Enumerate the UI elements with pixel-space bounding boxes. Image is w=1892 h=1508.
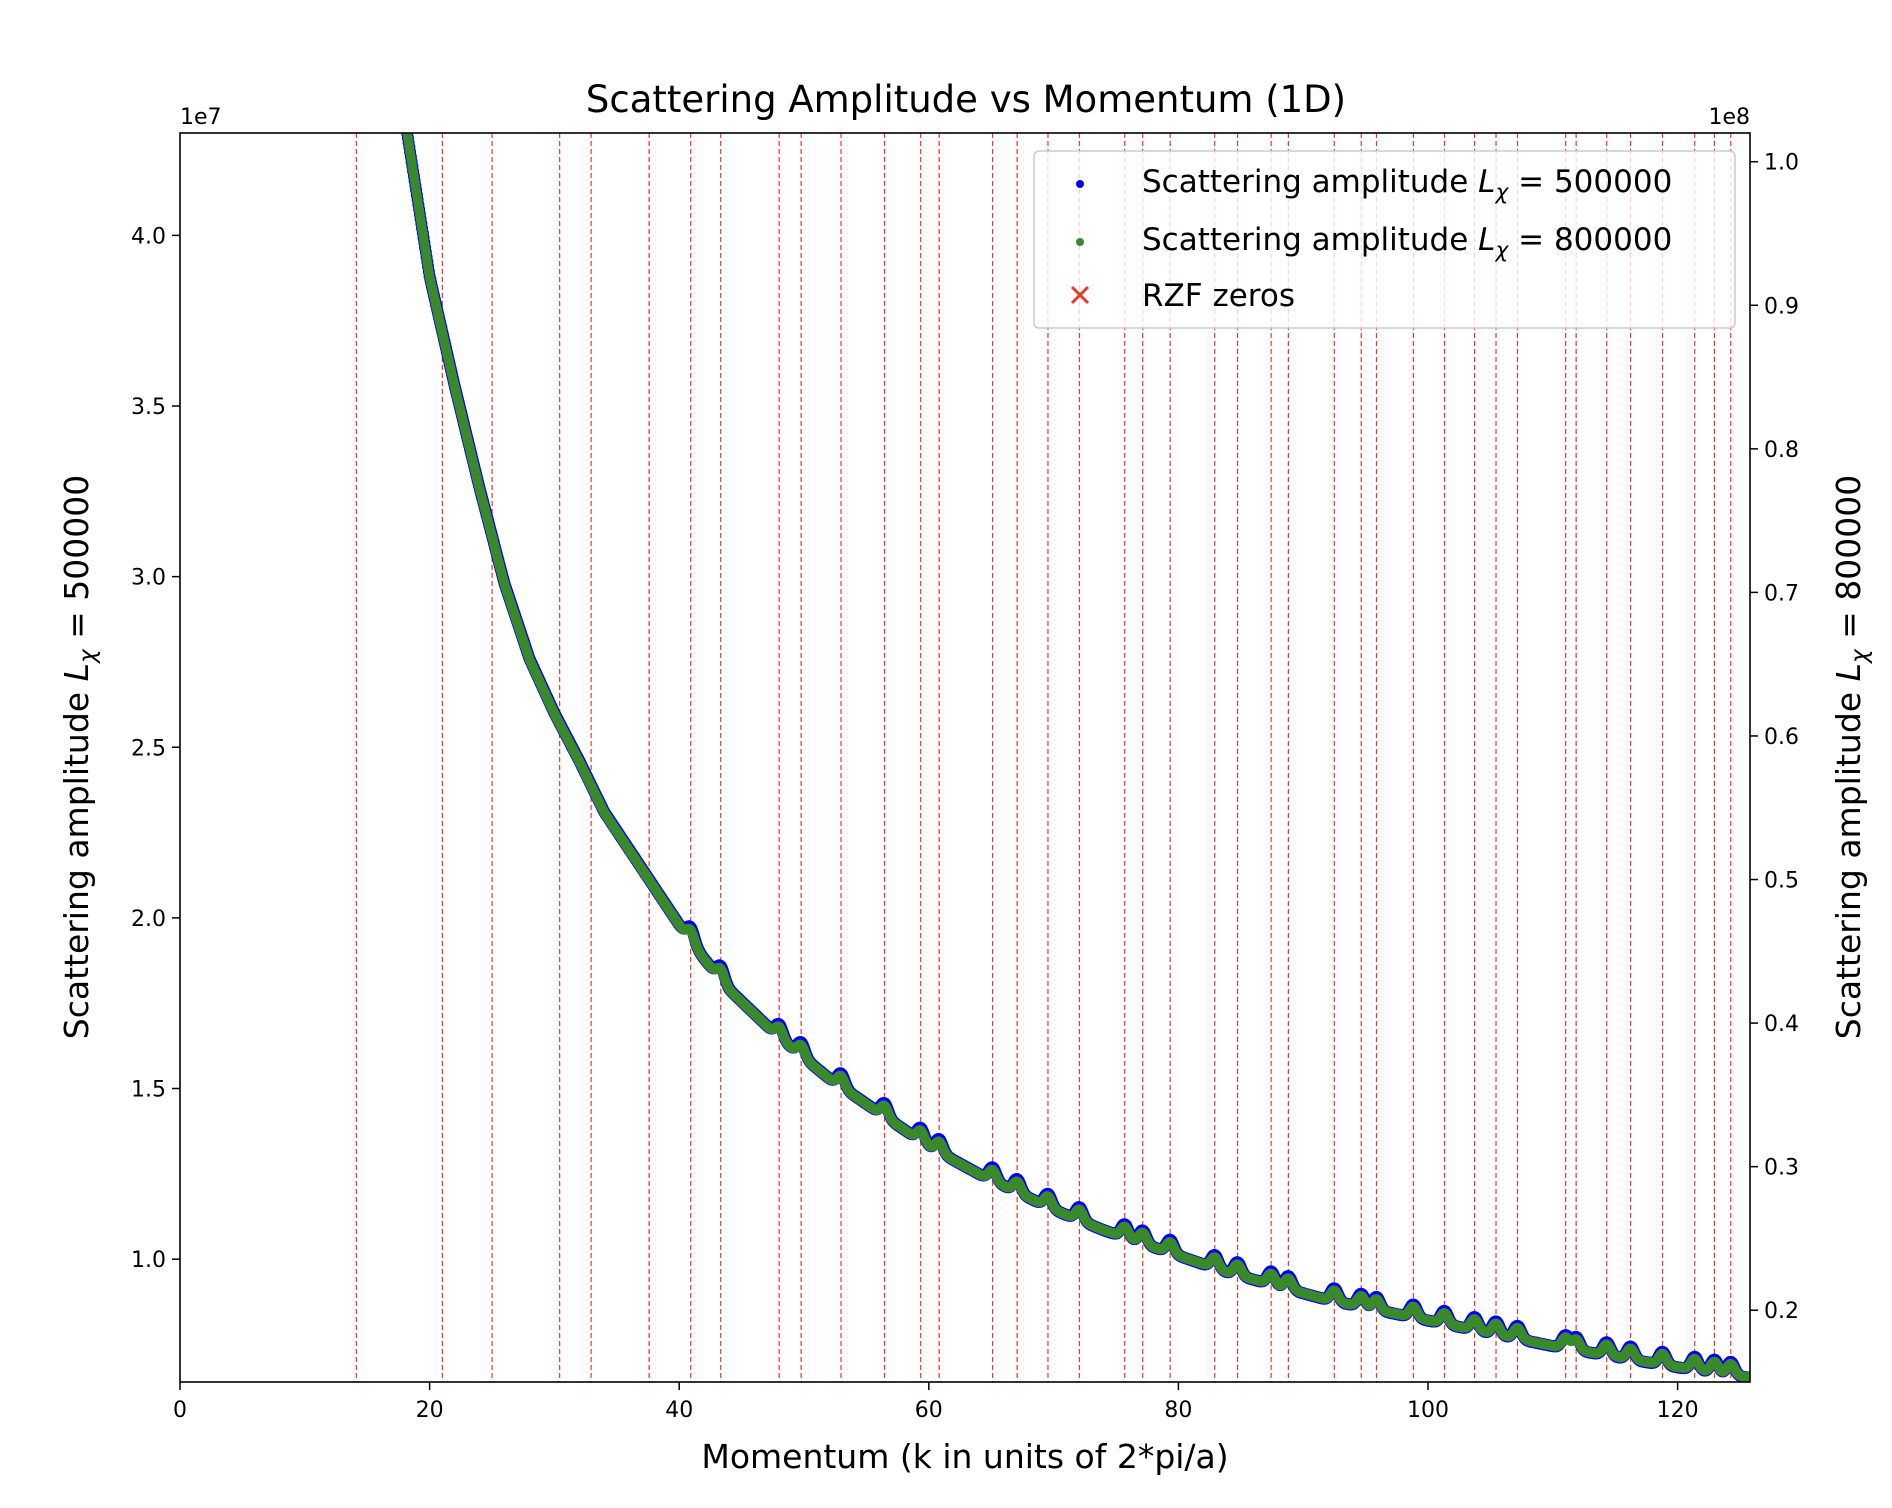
y-right-tick-label: 1.0 <box>1764 151 1799 176</box>
legend-marker-series-1 <box>1076 180 1084 188</box>
y-left-offset-label: 1e7 <box>180 105 222 130</box>
x-tick-label: 80 <box>1164 1398 1192 1423</box>
y-right-offset-label: 1e8 <box>1708 105 1750 130</box>
x-tick-label: 40 <box>665 1398 693 1423</box>
y-left-tick-label: 1.0 <box>131 1248 166 1273</box>
legend-marker-series-2 <box>1076 238 1084 246</box>
y-right-tick-label: 0.6 <box>1764 725 1799 750</box>
y-right-tick-label: 0.9 <box>1764 294 1799 319</box>
y-left-tick-label: 3.0 <box>131 566 166 591</box>
x-axis-label: Momentum (k in units of 2*pi/a) <box>701 1437 1228 1476</box>
rzf-zero-lines <box>355 133 1732 1382</box>
series-2 <box>402 133 1750 1382</box>
data-point <box>1744 1372 1750 1382</box>
legend: Scattering amplitude Lχ = 500000 Scatter… <box>1033 150 1736 329</box>
plot-area <box>179 132 1751 1383</box>
y-left-tick-label: 2.5 <box>131 736 166 761</box>
chart-title: Scattering Amplitude vs Momentum (1D) <box>586 78 1346 121</box>
y-right-tick-label: 0.4 <box>1764 1012 1799 1037</box>
x-tick-label: 100 <box>1407 1398 1449 1423</box>
y-left-tick-label: 4.0 <box>131 224 166 249</box>
y-right-tick-label: 0.3 <box>1764 1156 1799 1181</box>
x-tick-label: 120 <box>1657 1398 1699 1423</box>
x-tick-label: 20 <box>416 1398 444 1423</box>
plot-frame <box>179 132 1751 1383</box>
x-axis: 0 20 40 60 80 100 120 <box>173 1382 1699 1423</box>
y-left-tick-label: 1.5 <box>131 1078 166 1103</box>
x-tick-label: 0 <box>173 1398 187 1423</box>
x-tick-label: 60 <box>915 1398 943 1423</box>
legend-marker-rzf-zeros <box>1070 285 1090 305</box>
legend-label-rzf-zeros: RZF zeros <box>1142 278 1295 314</box>
y-axis-left: 1.0 1.5 2.0 2.5 3.0 3.5 4.0 <box>131 224 180 1273</box>
y-axis-right-label: Scattering amplitude Lχ = 800000 <box>1829 475 1873 1040</box>
series-layer <box>401 133 1750 1382</box>
y-left-tick-label: 3.5 <box>131 395 166 420</box>
y-left-tick-label: 2.0 <box>131 907 166 932</box>
y-right-tick-label: 0.8 <box>1764 438 1799 463</box>
y-right-tick-label: 0.5 <box>1764 869 1799 894</box>
y-axis-left-label: Scattering amplitude Lχ = 500000 <box>57 475 101 1040</box>
y-right-tick-label: 0.2 <box>1764 1299 1799 1324</box>
legend-label-series-1: Scattering amplitude Lχ = 500000 <box>1142 164 1672 205</box>
legend-box <box>1033 150 1736 329</box>
y-right-tick-label: 0.7 <box>1764 581 1799 606</box>
legend-label-series-2: Scattering amplitude Lχ = 800000 <box>1142 222 1672 263</box>
y-axis-right: 0.2 0.3 0.4 0.5 0.6 0.7 0.8 0.9 1.0 <box>1750 151 1799 1324</box>
